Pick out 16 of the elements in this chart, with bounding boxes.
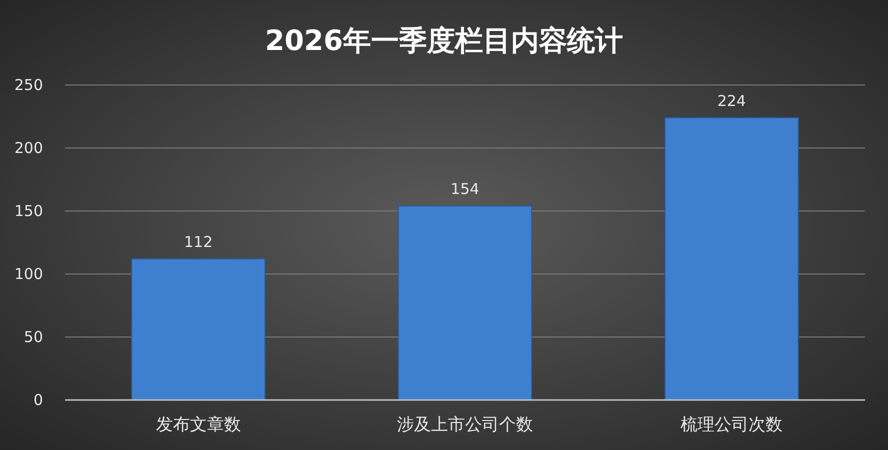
y-tick-label: 150 — [14, 202, 43, 220]
bar — [398, 205, 532, 400]
x-tick-label: 发布文章数 — [156, 415, 241, 435]
y-tick-label: 0 — [33, 391, 43, 409]
y-tick-label: 100 — [14, 265, 43, 283]
x-tick-label: 涉及上市公司个数 — [397, 415, 533, 435]
data-label: 224 — [717, 92, 746, 110]
bar — [131, 258, 266, 400]
y-tick-label: 250 — [14, 76, 43, 94]
data-label: 154 — [450, 180, 480, 198]
data-label: 112 — [184, 232, 213, 251]
x-tick-label: 梳理公司次数 — [680, 415, 783, 435]
chart-title: 2026年一季度栏目内容统计 — [265, 24, 623, 57]
y-tick-label: 50 — [24, 328, 43, 346]
bar — [664, 117, 799, 400]
y-tick-label: 200 — [14, 139, 43, 157]
